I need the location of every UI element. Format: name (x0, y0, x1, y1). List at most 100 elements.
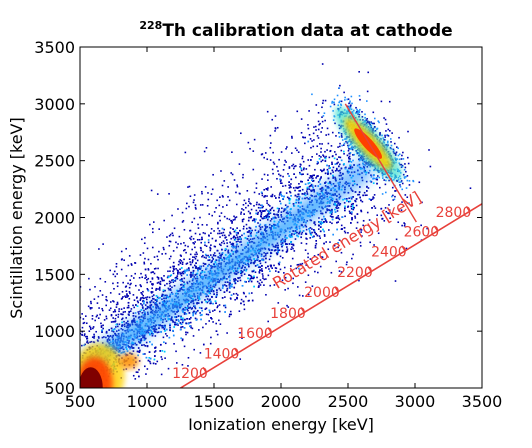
scatter-point (385, 123, 388, 125)
scatter-point (156, 282, 159, 284)
scatter-point (225, 285, 228, 287)
scatter-point (186, 274, 188, 276)
scatter-point (193, 348, 195, 351)
scatter-point (204, 253, 207, 256)
scatter-point (243, 308, 246, 311)
scatter-point (234, 218, 236, 221)
scatter-point (281, 245, 283, 248)
scatter-point (240, 269, 243, 272)
scatter-point (156, 276, 159, 278)
scatter-point (260, 212, 263, 214)
scatter-point (361, 235, 363, 237)
scatter-point (192, 259, 194, 261)
scatter-point (331, 222, 333, 225)
scatter-point (65, 361, 67, 363)
scatter-point (175, 316, 177, 319)
scatter-point (189, 321, 192, 324)
scatter-point (280, 193, 283, 196)
scatter-point (237, 271, 239, 274)
scatter-point (298, 231, 301, 234)
scatter-point (207, 241, 210, 244)
scatter-point (220, 232, 223, 234)
scatter-point (304, 142, 306, 145)
scatter-point (269, 284, 272, 287)
scatter-point (234, 278, 237, 280)
scatter-point (286, 196, 289, 199)
scatter-point (228, 234, 230, 237)
scatter-point (337, 146, 339, 148)
scatter-point (169, 285, 171, 287)
scatter-point (219, 196, 221, 198)
scatter-point (171, 214, 173, 217)
scatter-point (280, 214, 283, 216)
scatter-point (116, 323, 118, 325)
scatter-point (196, 253, 198, 255)
scatter-point (340, 159, 343, 162)
scatter-point (286, 246, 288, 248)
scatter-point (280, 151, 283, 153)
scatter-point (323, 168, 325, 171)
scatter-point (265, 293, 267, 296)
scatter-point (144, 344, 147, 347)
scatter-point (287, 287, 289, 290)
scatter-point (320, 176, 322, 178)
scatter-point (77, 361, 79, 363)
scatter-point (260, 213, 263, 216)
scatter-point (201, 255, 203, 258)
scatter-point (350, 197, 353, 200)
scatter-point (248, 198, 250, 200)
scatter-point (278, 207, 280, 210)
scatter-point (74, 363, 76, 365)
scatter-point (115, 265, 118, 268)
scatter-point (335, 135, 337, 137)
scatter-point (97, 317, 100, 319)
scatter-point (404, 166, 407, 169)
scatter-point (167, 367, 170, 370)
scatter-point (223, 215, 226, 218)
scatter-point (321, 159, 324, 162)
scatter-point (218, 215, 221, 218)
scatter-point (167, 287, 170, 290)
scatter-point (125, 317, 127, 319)
scatter-point (232, 293, 235, 295)
scatter-point (324, 156, 326, 159)
scatter-point (144, 257, 146, 260)
scatter-point (246, 189, 249, 192)
scatter-point (82, 318, 85, 320)
scatter-point (76, 325, 78, 327)
scatter-point (115, 303, 118, 306)
scatter-point (90, 340, 93, 343)
scatter-point (154, 331, 156, 333)
scatter-point (391, 132, 393, 134)
scatter-point (105, 330, 108, 333)
scatter-point (114, 275, 117, 278)
scatter-point (132, 347, 135, 349)
scatter-point (229, 241, 231, 244)
scatter-point (360, 229, 363, 231)
scatter-point (297, 199, 300, 202)
scatter-point (279, 255, 282, 258)
scatter-point (125, 322, 128, 324)
scatter-point (168, 280, 171, 283)
scatter-point (308, 177, 311, 179)
scatter-point (76, 356, 78, 358)
scatter-point (332, 177, 334, 179)
scatter-point (334, 163, 337, 165)
scatter-point (351, 205, 354, 207)
scatter-point (285, 147, 287, 150)
scatter-point (195, 265, 197, 268)
scatter-point (170, 255, 172, 258)
scatter-point (305, 228, 308, 231)
scatter-point (173, 326, 176, 328)
scatter-point (243, 303, 245, 306)
scatter-point (215, 259, 218, 262)
scatter-point (138, 368, 140, 371)
scatter-point (314, 270, 316, 273)
scatter-point (181, 261, 184, 264)
scatter-point (347, 232, 349, 234)
scatter-point (293, 233, 295, 235)
scatter-point (337, 221, 340, 223)
scatter-point (228, 286, 231, 288)
scatter-point (100, 326, 103, 329)
